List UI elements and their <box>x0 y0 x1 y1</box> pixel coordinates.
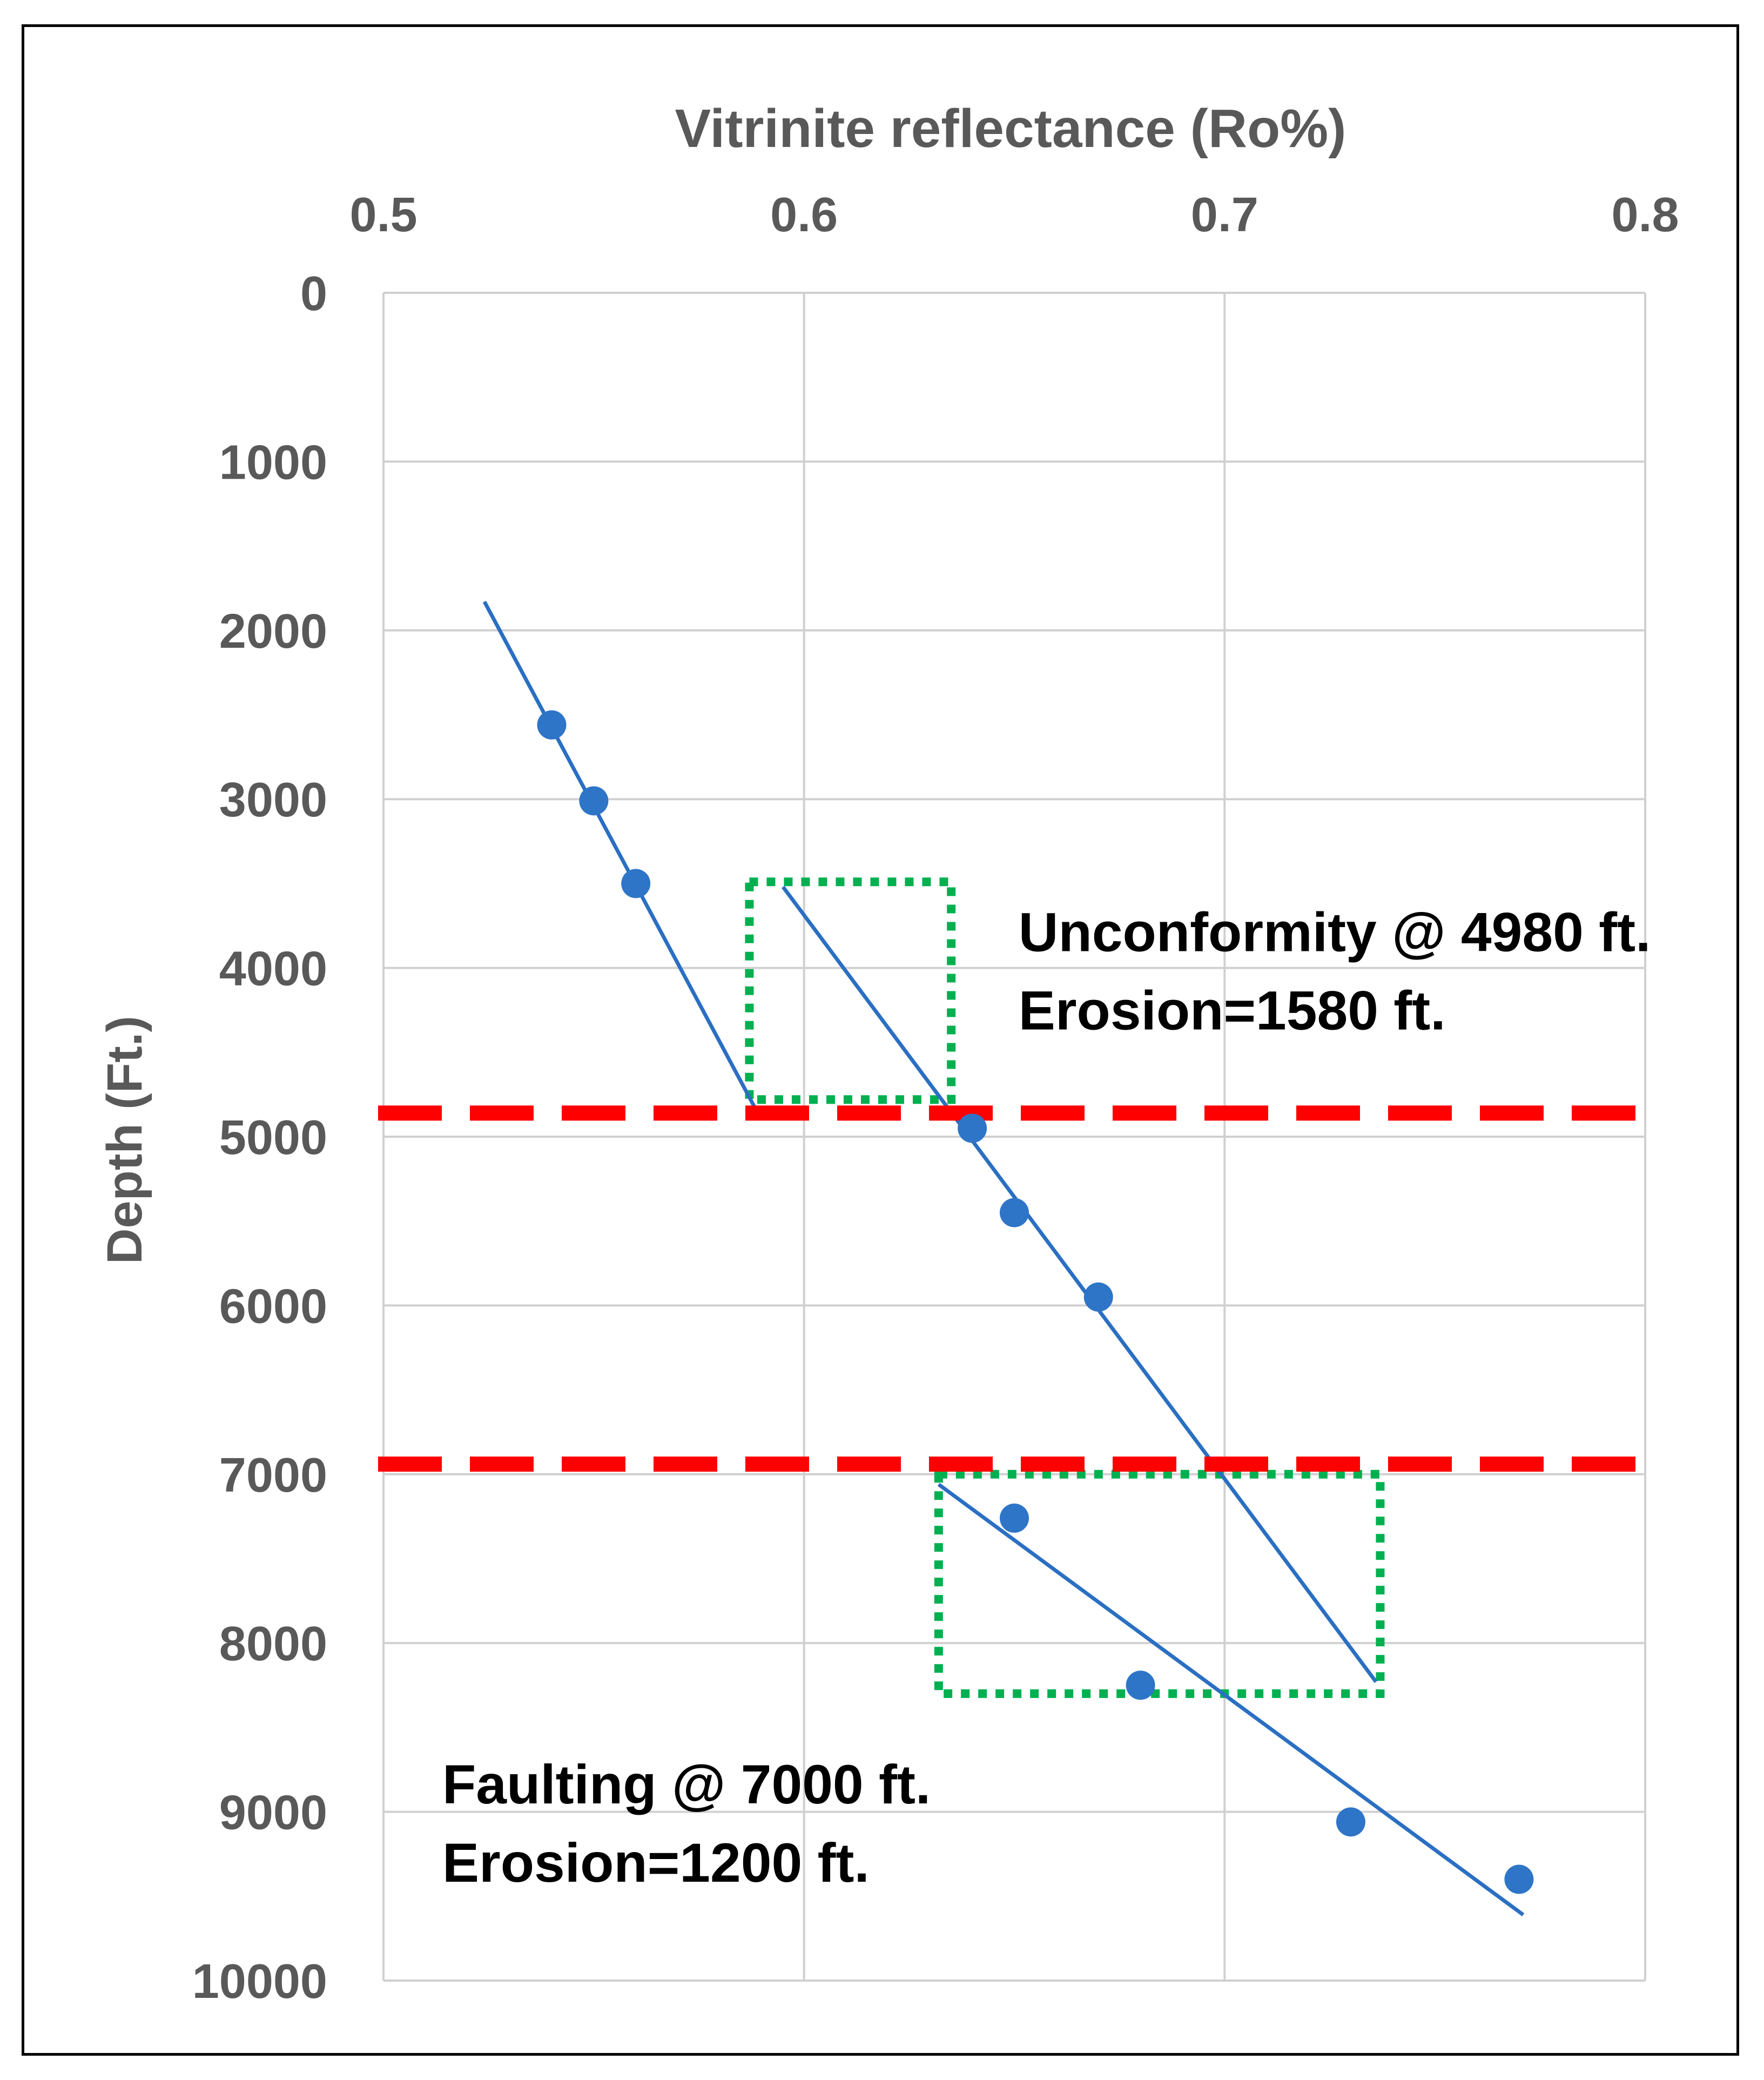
y-tick-label: 1000 <box>219 435 327 489</box>
reference-lines <box>378 1105 1638 1472</box>
data-point <box>579 786 609 816</box>
data-point <box>1504 1864 1534 1894</box>
y-tick-label: 9000 <box>219 1786 327 1840</box>
y-tick-label: 3000 <box>219 773 327 827</box>
y-axis-title: Depth (Ft.) <box>97 1016 152 1264</box>
y-tick-label: 8000 <box>219 1617 327 1671</box>
y-tick-label: 7000 <box>219 1448 327 1502</box>
upper-trend <box>482 601 760 1114</box>
x-axis-title: Vitrinite reflectance (Ro%) <box>675 98 1346 159</box>
x-tick-label: 0.7 <box>1191 188 1258 242</box>
data-point <box>1126 1670 1155 1700</box>
trend-lines <box>482 601 1525 1916</box>
y-tick-label: 4000 <box>219 942 327 996</box>
x-tick-label: 0.6 <box>770 188 838 242</box>
y-tick-label: 0 <box>300 267 327 321</box>
data-points <box>537 710 1534 1894</box>
lower-trend <box>937 1482 1525 1916</box>
y-tick-label: 2000 <box>219 605 327 659</box>
faulting-note-line: Faulting @ 7000 ft. <box>442 1754 931 1815</box>
data-point <box>958 1113 987 1143</box>
unconformity-note-line: Erosion=1580 ft. <box>1019 979 1446 1041</box>
faulting-box <box>934 1470 1385 1698</box>
data-point <box>1000 1504 1029 1533</box>
data-point <box>1336 1807 1365 1837</box>
chart-frame <box>22 24 1739 2056</box>
x-tick-label: 0.5 <box>349 188 417 242</box>
middle-trend <box>781 885 1378 1683</box>
faulting-note-line: Erosion=1200 ft. <box>442 1832 870 1894</box>
highlight-boxes <box>745 877 1385 1698</box>
data-point <box>1000 1198 1029 1227</box>
grid <box>382 292 1646 1982</box>
annotations: Unconformity @ 4980 ft. Erosion=1580 ft. F… <box>442 901 1651 1894</box>
unconformity-note-line: Unconformity @ 4980 ft. <box>1019 901 1651 963</box>
data-point <box>1083 1282 1113 1312</box>
tick-labels: 0.5 0.6 0.7 0.8 0 1000 2000 3000 4000 5000 6000 700… <box>192 188 1679 2009</box>
unconformity-box <box>745 877 956 1104</box>
y-tick-label: 10000 <box>192 1955 327 2009</box>
y-tick-label: 6000 <box>219 1279 327 1333</box>
data-point <box>621 869 651 898</box>
data-point <box>537 710 567 740</box>
y-tick-label: 5000 <box>219 1111 327 1165</box>
x-tick-label: 0.8 <box>1611 188 1679 242</box>
